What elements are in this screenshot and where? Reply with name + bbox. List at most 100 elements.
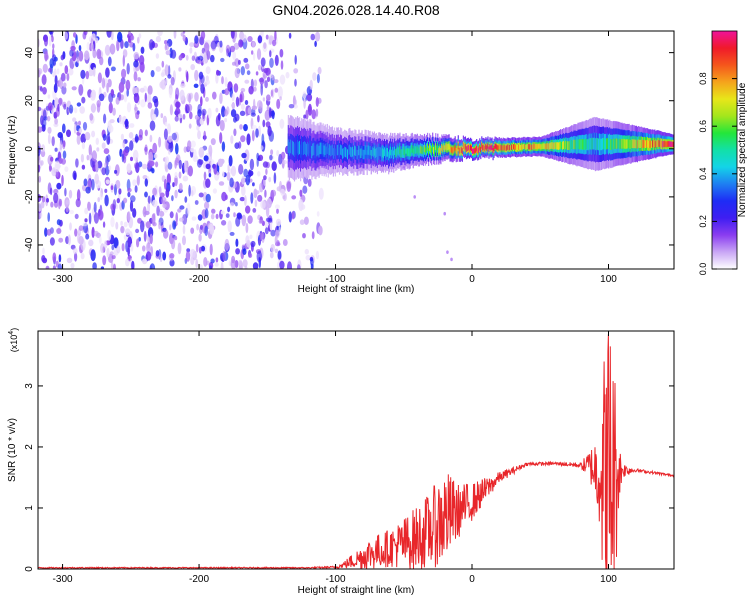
spectrogram-noise-cell [305,109,309,120]
spectrogram-noise-cell [259,182,264,193]
spectrogram-heatmap [38,31,674,269]
spectrogram-signal-cell [580,139,582,150]
spectrogram-noise-cell [162,251,167,261]
spectrogram-signal-cell [362,149,364,160]
spectrogram-noise-cell [248,170,254,177]
spectrogram-signal-cell [296,140,299,154]
spectrogram-noise-cell [246,239,251,248]
spectrogram-noise-cell [260,83,264,96]
spectrogram-signal-cell [452,147,454,154]
spectrogram-noise-cell [112,199,117,211]
spectrogram-noise-cell [299,219,305,225]
spectrogram-noise-cell [46,229,52,236]
spectrogram-noise-cell [106,82,109,93]
spectrogram-noise-cell [274,204,280,209]
spectrogram-signal-cell [568,141,570,150]
spectrogram-signal-cell [552,142,555,150]
spectrogram-noise-cell [118,115,124,125]
spectrogram-noise-cell [205,163,211,170]
spectrogram-noise-cell [162,203,167,208]
spectrogram-noise-cell [91,89,96,99]
spectrogram-noise-cell [224,238,230,251]
spectrogram-noise-cell [164,64,169,76]
spectrogram-signal-cell [425,145,428,153]
spectrogram-noise-cell [62,123,66,134]
spectrogram-noise-cell [205,96,209,102]
spectrogram-noise-cell [253,86,257,92]
spectrogram-noise-cell [41,196,46,203]
spectrogram-noise-cell [215,107,219,113]
spectrogram-signal-cell [393,150,395,160]
spectrogram-signal-cell [335,144,338,156]
spectrogram-signal-cell [506,144,509,150]
spectrogram-noise-cell [53,83,58,94]
spectrogram-signal-cell [351,147,353,158]
spectrogram-noise-cell [129,200,134,212]
spectrogram-signal-cell [350,146,352,157]
spectrogram-noise-cell [66,73,70,82]
spectrogram-noise-cell [74,252,78,262]
spectrogram-noise-cell [264,80,268,89]
spectrogram-noise-cell [128,132,134,139]
spectrogram-noise-cell [317,66,322,75]
spectrogram-noise-cell [208,173,212,178]
spectrogram-signal-cell [573,139,575,150]
spectrogram-noise-cell [279,74,286,85]
spectrogram-signal-cell [448,143,450,150]
spectrogram-noise-cell [110,261,114,269]
spectrogram-noise-cell [149,233,153,245]
spectrogram-noise-cell [61,174,64,187]
snr-xtick-label: -300 [53,574,73,585]
spectrogram-noise-cell [197,109,202,117]
spectrogram-noise-cell [268,107,272,119]
spectrogram-noise-cell [269,220,273,231]
spectrogram-noise-cell [172,220,177,230]
spectrogram-noise-cell [52,43,55,49]
spectrogram-noise-cell [279,96,282,101]
spectrogram-signal-cell [512,144,515,150]
spectrogram-noise-cell [73,32,77,38]
snr-xtick-label: 0 [469,574,475,585]
spectrogram-noise-cell [58,97,63,105]
spectrogram-noise-cell [106,133,111,145]
spectrogram-noise-cell [197,130,201,140]
spectrogram-signal-cell [327,147,329,159]
spectrogram-noise-cell [264,189,267,198]
spectrogram-signal-cell [491,144,493,150]
spectrogram-noise-cell [95,137,100,145]
spectrogram-noise-cell [130,243,134,252]
spectrogram-signal-cell [469,144,472,151]
spectrogram-noise-cell [98,235,102,244]
spectrogram-signal-cell [502,144,504,150]
spectrogram-signal-cell [611,139,613,150]
spectrogram-signal-cell [563,140,565,149]
spectrogram-signal-cell [465,146,468,152]
spectrogram-noise-cell [144,129,148,137]
spectrogram-noise-cell [113,263,116,269]
spectrogram-noise-cell [164,165,169,173]
spectrogram-noise-cell [84,131,91,141]
spectrogram-noise-cell [251,50,254,55]
spectrogram-noise-cell [265,168,268,175]
spectrogram-noise-cell [222,171,225,178]
spectrogram-noise-cell [64,187,67,197]
spectrogram-noise-cell [113,237,119,249]
spectrogram-signal-cell [546,142,548,149]
colorbar: 0.0 0.2 0.4 0.6 0.8 Normalized spectral ampl… [698,30,748,275]
colorbar-ticks: 0.0 0.2 0.4 0.6 0.8 [698,72,737,275]
colorbar-tick-label: 0.2 [698,215,708,228]
spectrogram-noise-cell [303,114,307,119]
spectrogram-signal-cell [664,140,666,147]
spectrogram-noise-cell [241,185,246,196]
spectrogram-signal-cell [287,139,289,154]
spectrogram-signal-cell [571,140,573,150]
spectrogram-signal-cell [388,151,390,161]
spectrogram-signal-cell [411,144,413,153]
spectrogram-noise-cell [91,150,98,162]
spectrogram-noise-cell [182,35,187,42]
spectrogram-noise-cell [291,212,295,220]
spectrogram-noise-cell [180,83,186,88]
spectrogram-noise-cell [259,145,264,151]
spectrogram-signal-cell [609,138,611,149]
spectrogram-noise-cell [155,161,159,168]
